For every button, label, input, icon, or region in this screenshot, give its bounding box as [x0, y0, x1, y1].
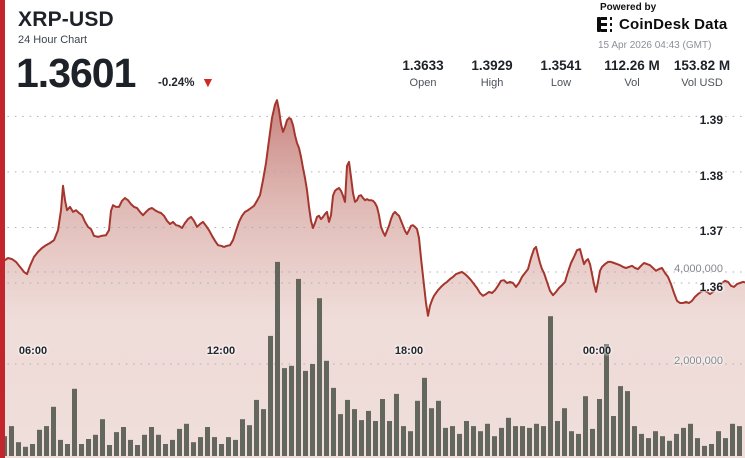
- price-change-percent: -0.24%: [158, 77, 195, 89]
- coindesk-logo-icon: [597, 17, 614, 32]
- volume-axis-label: 4,000,000: [674, 263, 723, 275]
- stat-volume-usd: 153.82 M Vol USD: [647, 58, 745, 89]
- time-axis-label: 12:00: [206, 345, 236, 357]
- stat-volume-usd-value: 153.82 M: [673, 58, 731, 73]
- time-axis-label: 18:00: [394, 345, 424, 357]
- stat-open-value: 1.3633: [402, 58, 444, 73]
- price-area-fill: [0, 100, 745, 458]
- stat-high-label: High: [480, 77, 504, 89]
- stat-volume-usd-label: Vol USD: [681, 77, 723, 89]
- stat-volume-label: Vol: [624, 77, 640, 89]
- stat-high: 1.3929 High: [437, 58, 547, 89]
- powered-by-label: Powered by: [600, 2, 657, 13]
- stat-volume-value: 112.26 M: [604, 58, 660, 73]
- price-axis-label: 1.38: [699, 168, 723, 183]
- time-axis-label: 00:00: [582, 345, 612, 357]
- stat-high-value: 1.3929: [471, 58, 513, 73]
- chart-timestamp: 15 Apr 2026 04:43 (GMT): [598, 40, 712, 51]
- stat-low: 1.3541 Low: [506, 58, 616, 89]
- last-price: 1.3601: [16, 50, 136, 96]
- stat-open-label: Open: [409, 77, 437, 89]
- price-axis-label: 1.39: [699, 113, 723, 128]
- stat-open: 1.3633 Open: [368, 58, 478, 89]
- stat-low-value: 1.3541: [540, 58, 582, 73]
- price-axis-label: 1.37: [699, 224, 723, 239]
- stat-low-label: Low: [550, 77, 572, 89]
- price-line: [0, 99, 745, 317]
- volume-axis-label: 2,000,000: [674, 355, 723, 367]
- time-axis-label: 06:00: [18, 345, 48, 357]
- price-axis-label: 1.36: [699, 280, 723, 294]
- chart-subtitle: 24 Hour Chart: [18, 34, 88, 46]
- down-arrow-icon: ▼: [201, 74, 215, 90]
- volume-bars: [2, 261, 742, 456]
- left-accent-stripe: [0, 0, 5, 458]
- instrument-symbol: XRP-USD: [18, 8, 114, 31]
- coindesk-brand-text: CoinDesk Data: [619, 16, 728, 33]
- coindesk-brand: CoinDesk Data: [597, 16, 727, 33]
- stat-volume: 112.26 M Vol: [577, 58, 687, 89]
